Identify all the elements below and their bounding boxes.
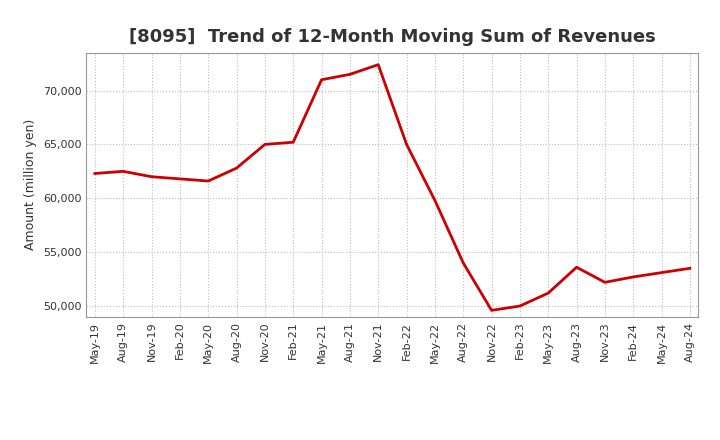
Y-axis label: Amount (million yen): Amount (million yen)	[24, 119, 37, 250]
Title: [8095]  Trend of 12-Month Moving Sum of Revenues: [8095] Trend of 12-Month Moving Sum of R…	[129, 28, 656, 46]
